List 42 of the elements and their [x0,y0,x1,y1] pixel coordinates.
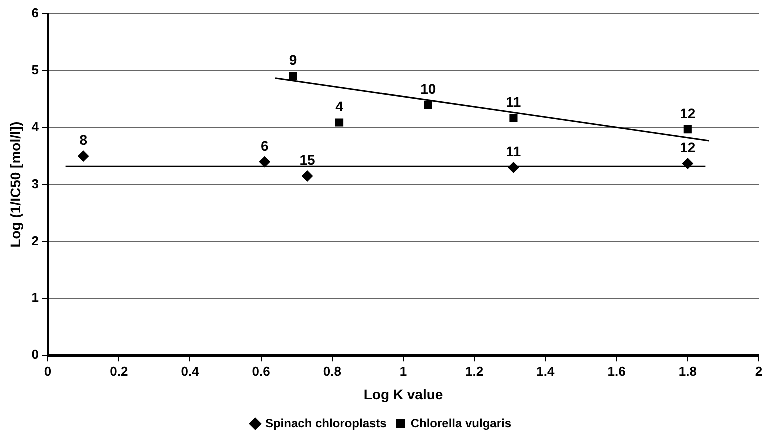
y-tick-label: 1 [32,290,40,306]
point [682,158,694,170]
y-tick-label: 2 [32,233,40,248]
x-tick-label: 0.6 [252,364,270,379]
point [289,72,298,80]
annotation: 8 [80,132,88,148]
point [335,118,344,127]
x-tick-label: 1.8 [678,364,697,379]
x-tick-label: 0 [44,364,52,379]
annotation: 12 [680,105,696,122]
y-axis-title: Log (1/IC50 [mol/l]) [7,122,24,248]
annotation: 15 [300,152,316,168]
y-tick-label: 6 [32,6,40,21]
point [510,114,518,122]
point [78,150,90,162]
point [259,156,270,168]
x-tick-label: 1.6 [608,364,626,379]
y-tick-label: 3 [32,176,40,192]
x-tick-label: 1.4 [536,364,556,379]
y-tick-label: 0 [32,347,40,362]
annotation: 10 [420,80,436,97]
point [424,101,432,110]
point [684,126,692,134]
y-tick-label: 5 [32,62,40,78]
x-tick-label: 2 [755,364,763,379]
annotation: 6 [260,138,269,154]
x-tick-label: 1 [400,364,408,379]
point [302,170,314,182]
x-tick-label: 0.8 [323,364,342,379]
legend-label: Chlorella vulgaris [410,416,512,430]
x-axis-title: Log K value [364,386,444,402]
point [508,162,520,174]
annotation: 12 [680,140,696,156]
x-tick-label: 1.2 [466,364,484,379]
annotation: 9 [289,52,298,68]
legend-label: Spinach chloroplasts [265,416,388,430]
y-tick-label: 4 [32,119,40,134]
annotation: 4 [336,98,344,115]
x-tick-label: 0.4 [181,364,200,379]
x-tick-label: 0.2 [110,364,128,379]
annotation: 11 [506,94,522,110]
annotation: 11 [506,144,522,160]
